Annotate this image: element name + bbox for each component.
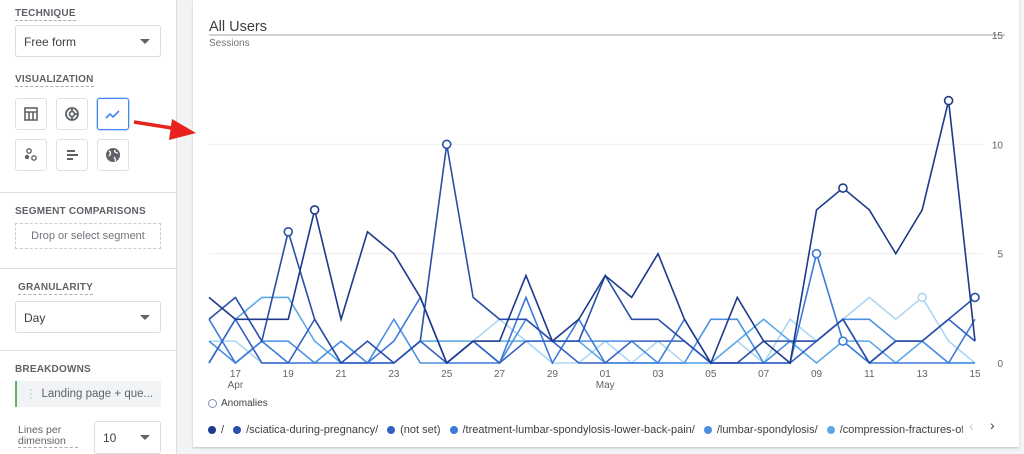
legend-dot-icon [387,426,396,434]
x-tick-label: 09 [811,369,823,380]
x-tick-label: 23 [388,369,400,380]
anomaly-marker [838,183,848,193]
segment-title: SEGMENT COMPARISONS [15,206,146,217]
legend-dot-icon [703,426,712,434]
anomaly-marker [309,205,320,215]
legend-item[interactable]: / [208,424,224,436]
x-tick-label: 15 [969,369,981,380]
anomaly-circle-icon [208,399,217,408]
chart-card: All Users Sessions 0 5 10 15 17 Apr 19 21 23 25 27… [193,0,1019,447]
x-tick-label: 03 [652,369,664,380]
anomalies-label: Anomalies [221,398,268,409]
x-tick-label: 11 [864,369,875,380]
legend-label: /treatment-lumbar-spondylosis-lower-back… [462,424,695,436]
x-tick-label: 05 [705,369,717,380]
lines-per-dimension-select[interactable]: 10 [94,421,161,454]
anomaly-marker [283,227,294,237]
table-icon[interactable] [15,98,47,130]
anomaly-marker [970,292,980,303]
granularity-value: Day [24,311,46,325]
visualization-title: VISUALIZATION [15,74,94,87]
series-line [208,250,976,365]
lines-per-dimension-label: Lines per dimension [18,425,78,448]
breakdowns-title: BREAKDOWNS [15,364,91,375]
y-tick-label: 10 [992,140,1004,151]
x-tick-label: 13 [917,369,929,380]
anomalies-legend[interactable]: Anomalies [208,398,268,409]
x-tick-label: 21 [336,369,348,380]
donut-chart-icon[interactable] [56,98,88,130]
divider [0,350,177,351]
y-tick-label: 5 [997,250,1003,261]
series-line [208,100,976,365]
divider [0,192,177,193]
legend-item[interactable]: /lumbar-spondylosis/ [703,424,818,436]
chevron-down-icon [140,435,150,440]
legend-label: / [221,424,225,436]
legend-next-icon[interactable]: › [990,417,995,433]
granularity-select[interactable]: Day [15,301,161,333]
legend-dot-icon [826,426,835,434]
legend-dot-icon [208,426,216,434]
card-title: All Users [209,19,268,35]
x-tick-label: 07 [758,369,770,380]
granularity-title: GRANULARITY [18,282,93,295]
series-legend: / /sciatica-during-pregnancy/ (not set) /tr… [208,421,963,439]
x-tick-label: 17 [230,369,242,380]
legend-item[interactable]: (not set) [387,424,441,436]
x-tick-label: 25 [441,369,453,380]
scatter-icon[interactable] [15,139,47,171]
divider [0,268,177,269]
series-line [208,144,976,365]
anomaly-marker [943,95,954,106]
legend-item[interactable]: /compression-fractures-of-the-spine/ [826,424,963,436]
line-chart-icon[interactable] [97,98,129,130]
legend-label: /compression-fractures-of-the-spine/ [839,424,963,436]
settings-panel: TECHNIQUE Free form VISUALIZATION SEGMEN… [0,0,177,454]
drag-handle-icon[interactable]: ⋮ [25,388,37,400]
breakdown-label: Landing page + que... [41,388,154,400]
globe-icon[interactable] [97,139,129,171]
legend-item[interactable]: /treatment-lumbar-spondylosis-lower-back… [449,424,695,436]
x-tick-month: May [596,380,615,391]
technique-value: Free form [24,35,77,49]
legend-label: /lumbar-spondylosis/ [716,424,818,436]
x-tick-month: Apr [228,380,244,391]
technique-select[interactable]: Free form [15,25,161,57]
bar-chart-icon[interactable] [56,139,88,171]
legend-label: /sciatica-during-pregnancy/ [246,424,379,436]
legend-dot-icon [449,426,458,434]
anomaly-marker [917,292,927,303]
legend-label: (not set) [400,424,441,436]
anomaly-marker [441,139,452,150]
lines-value: 10 [103,431,117,445]
breakdown-chip[interactable]: ⋮ Landing page + que... [15,381,161,407]
legend-dot-icon [233,426,242,434]
anomaly-marker [838,336,848,346]
y-axis-label: Sessions [209,38,250,49]
x-tick-label: 19 [283,369,295,380]
segment-drop-zone[interactable]: Drop or select segment [15,223,161,249]
chevron-down-icon [140,315,150,320]
x-tick-label: 27 [494,369,506,380]
y-tick-label: 15 [992,31,1004,42]
technique-title: TECHNIQUE [15,8,76,21]
legend-prev-icon[interactable]: ‹ [969,418,974,434]
y-tick-label: 0 [997,359,1003,370]
legend-item[interactable]: /sciatica-during-pregnancy/ [233,424,378,436]
chevron-down-icon [140,39,150,44]
x-tick-label: 29 [547,369,559,380]
anomaly-marker [811,248,822,259]
x-tick-label: 01 [600,369,612,380]
